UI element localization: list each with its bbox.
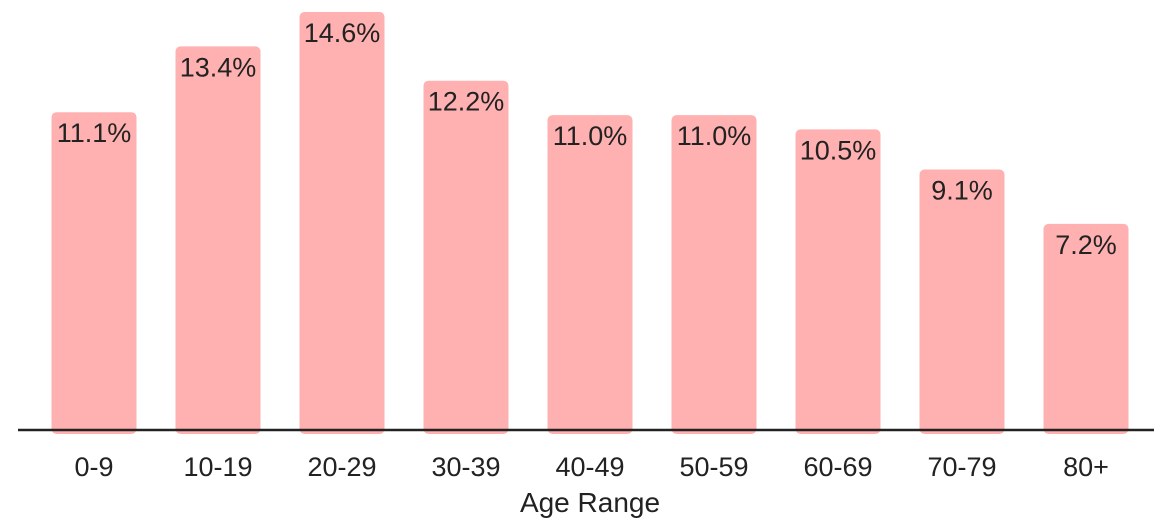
x-tick-label-70-79: 70-79 (927, 452, 996, 482)
data-label-0-9: 11.1% (57, 118, 132, 148)
x-tick-label-30-39: 30-39 (431, 452, 500, 482)
x-tick-label-80+: 80+ (1063, 452, 1109, 482)
x-tick-label-40-49: 40-49 (555, 452, 624, 482)
x-tick-label-20-29: 20-29 (307, 452, 376, 482)
bar-40-49 (547, 115, 633, 434)
data-label-60-69: 10.5% (800, 135, 877, 165)
x-tick-labels: 0-9 10-19 20-29 30-39 40-49 50-59 60-69 70-79 80… (74, 452, 1108, 482)
data-label-40-49: 11.0% (553, 121, 628, 151)
bars-layer (51, 12, 1129, 435)
bar-20-29 (299, 12, 385, 434)
x-tick-label-10-19: 10-19 (183, 452, 252, 482)
x-tick-label-50-59: 50-59 (679, 452, 748, 482)
bar-60-69 (795, 129, 881, 434)
x-tick-label-0-9: 0-9 (74, 452, 113, 482)
data-label-10-19: 13.4% (180, 52, 257, 82)
bar-50-59 (671, 115, 757, 434)
bar-0-9 (51, 112, 137, 434)
data-label-20-29: 14.6% (304, 18, 381, 48)
bar-70-79 (919, 169, 1005, 434)
x-tick-label-60-69: 60-69 (803, 452, 872, 482)
data-labels-layer: 11.1% 13.4% 14.6% 12.2% 11.0% 11.0% 10.5% 9.1% 7… (57, 18, 1117, 260)
bar-80+ (1043, 223, 1129, 434)
data-label-70-79: 9.1% (931, 176, 993, 206)
bar-30-39 (423, 80, 509, 434)
data-label-50-59: 11.0% (677, 121, 752, 151)
x-axis-title: Age Range (520, 487, 660, 518)
bar-10-19 (175, 46, 261, 435)
data-label-30-39: 12.2% (428, 87, 505, 117)
data-label-80+: 7.2% (1055, 230, 1117, 260)
